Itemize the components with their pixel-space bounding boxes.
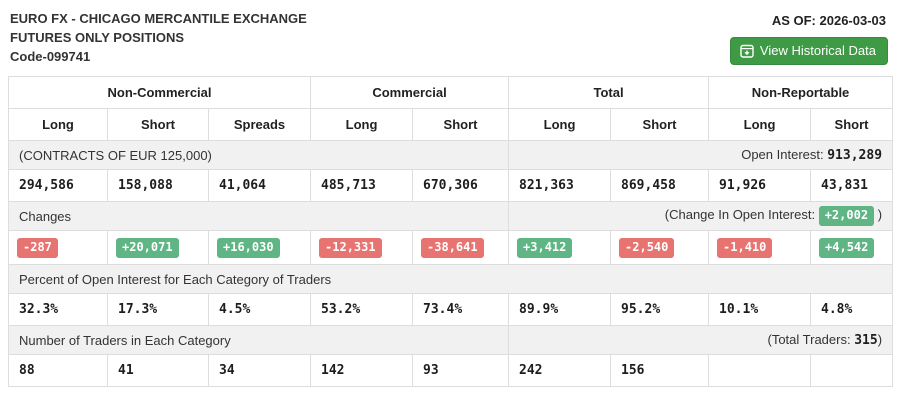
percent-cell: 4.8% xyxy=(810,293,894,326)
percent-cell: 95.2% xyxy=(610,293,710,326)
change-badge: -287 xyxy=(17,237,58,258)
change-cell: +3,412 xyxy=(508,230,612,265)
traders-cell: 156 xyxy=(610,354,710,387)
as-of-date: AS OF: 2026-03-03 xyxy=(730,13,886,28)
change-badge: -1,410 xyxy=(717,237,773,258)
change-badge: -38,641 xyxy=(421,237,484,258)
changes-row: -287 +20,071 +16,030 -12,331 -38,641 +3,… xyxy=(8,230,894,265)
report-subtitle: FUTURES ONLY POSITIONS xyxy=(10,30,185,45)
position-cell: 91,926 xyxy=(708,169,812,202)
as-of-label: AS OF: xyxy=(771,13,816,28)
col-header-short: Short xyxy=(412,108,510,141)
percent-label: Percent of Open Interest for Each Catego… xyxy=(7,264,894,294)
change-cell: -38,641 xyxy=(412,230,510,265)
page-header: EURO FX - CHICAGO MERCANTILE EXCHANGE FU… xyxy=(0,0,900,70)
col-group-non-commercial: Non-Commercial xyxy=(7,76,312,109)
traders-cell: 41 xyxy=(107,354,209,387)
change-cell: -12,331 xyxy=(310,230,414,265)
report-code: Code-099741 xyxy=(10,49,91,64)
traders-section-row: Number of Traders in Each Category (Tota… xyxy=(7,325,894,355)
change-cell: -287 xyxy=(8,230,108,265)
change-cell: -1,410 xyxy=(708,230,812,265)
col-group-commercial: Commercial xyxy=(310,76,510,109)
col-header-short: Short xyxy=(107,108,209,141)
change-oi-badge: +2,002 xyxy=(818,206,875,226)
position-cell: 821,363 xyxy=(508,169,612,202)
report-titles: EURO FX - CHICAGO MERCANTILE EXCHANGE FU… xyxy=(10,9,307,66)
col-header-long: Long xyxy=(508,108,612,141)
open-interest-value: 913,289 xyxy=(827,148,883,163)
col-header-long: Long xyxy=(310,108,414,141)
percent-cell: 89.9% xyxy=(508,293,612,326)
percent-cell: 4.5% xyxy=(207,293,312,326)
change-cell: +16,030 xyxy=(207,230,312,265)
change-badge: -12,331 xyxy=(319,237,382,258)
traders-cell: 34 xyxy=(207,354,312,387)
percent-cell: 10.1% xyxy=(708,293,812,326)
change-cell: -2,540 xyxy=(610,230,710,265)
total-traders-cell: (Total Traders: 315) xyxy=(508,325,894,355)
traders-row: 88 41 34 142 93 242 156 xyxy=(8,354,894,387)
column-group-header-row: Non-Commercial Commercial Total Non-Repo… xyxy=(7,76,894,109)
position-cell: 294,586 xyxy=(8,169,108,202)
total-traders-label: (Total Traders: xyxy=(767,332,851,347)
total-traders-value: 315 xyxy=(854,333,878,348)
col-group-total: Total xyxy=(508,76,710,109)
percent-cell: 32.3% xyxy=(8,293,108,326)
col-header-spreads: Spreads xyxy=(207,108,312,141)
percent-cell: 17.3% xyxy=(107,293,209,326)
change-cell: +4,542 xyxy=(810,230,894,265)
cot-futures-table: Non-Commercial Commercial Total Non-Repo… xyxy=(7,76,894,387)
header-right: AS OF: 2026-03-03 View Historical Data xyxy=(729,9,888,65)
position-cell: 869,458 xyxy=(610,169,710,202)
col-header-short: Short xyxy=(810,108,894,141)
contracts-section-row: (CONTRACTS OF EUR 125,000) Open Interest… xyxy=(7,140,894,170)
change-in-open-interest-cell: (Change In Open Interest: +2,002 ) xyxy=(508,201,894,231)
calendar-plus-icon xyxy=(740,44,754,58)
traders-cell: 93 xyxy=(412,354,510,387)
col-header-long: Long xyxy=(708,108,812,141)
traders-cell xyxy=(708,354,812,387)
col-header-long: Long xyxy=(8,108,108,141)
col-group-non-reportable: Non-Reportable xyxy=(708,76,894,109)
positions-row: 294,586 158,088 41,064 485,713 670,306 8… xyxy=(8,169,894,202)
changes-label: Changes xyxy=(7,201,510,231)
position-cell: 41,064 xyxy=(207,169,312,202)
total-traders-close-paren: ) xyxy=(877,332,883,347)
traders-cell xyxy=(810,354,894,387)
change-badge: +16,030 xyxy=(217,237,280,258)
position-cell: 670,306 xyxy=(412,169,510,202)
column-subheader-row: Long Short Spreads Long Short Long Short… xyxy=(8,108,894,141)
traders-cell: 242 xyxy=(508,354,612,387)
open-interest-label: Open Interest: xyxy=(741,147,824,162)
percents-row: 32.3% 17.3% 4.5% 53.2% 73.4% 89.9% 95.2%… xyxy=(8,293,894,326)
percent-cell: 73.4% xyxy=(412,293,510,326)
change-cell: +20,071 xyxy=(107,230,209,265)
percent-section-row: Percent of Open Interest for Each Catego… xyxy=(7,264,894,294)
report-title: EURO FX - CHICAGO MERCANTILE EXCHANGE xyxy=(10,11,307,26)
traders-label: Number of Traders in Each Category xyxy=(7,325,510,355)
view-historical-data-button[interactable]: View Historical Data xyxy=(729,37,888,65)
traders-cell: 88 xyxy=(8,354,108,387)
change-oi-close-paren: ) xyxy=(877,207,883,222)
position-cell: 485,713 xyxy=(310,169,414,202)
traders-cell: 142 xyxy=(310,354,414,387)
change-oi-label: (Change In Open Interest: xyxy=(664,207,816,222)
changes-section-row: Changes (Change In Open Interest: +2,002… xyxy=(7,201,894,231)
change-badge: +3,412 xyxy=(517,237,573,258)
change-badge: +20,071 xyxy=(116,237,179,258)
change-badge: +4,542 xyxy=(819,237,875,258)
position-cell: 43,831 xyxy=(810,169,894,202)
view-historical-data-label: View Historical Data xyxy=(759,43,876,58)
contracts-label: (CONTRACTS OF EUR 125,000) xyxy=(7,140,510,170)
percent-cell: 53.2% xyxy=(310,293,414,326)
position-cell: 158,088 xyxy=(107,169,209,202)
as-of-value: 2026-03-03 xyxy=(819,13,887,28)
col-header-short: Short xyxy=(610,108,710,141)
change-badge: -2,540 xyxy=(619,237,675,258)
open-interest-cell: Open Interest: 913,289 xyxy=(508,140,894,170)
